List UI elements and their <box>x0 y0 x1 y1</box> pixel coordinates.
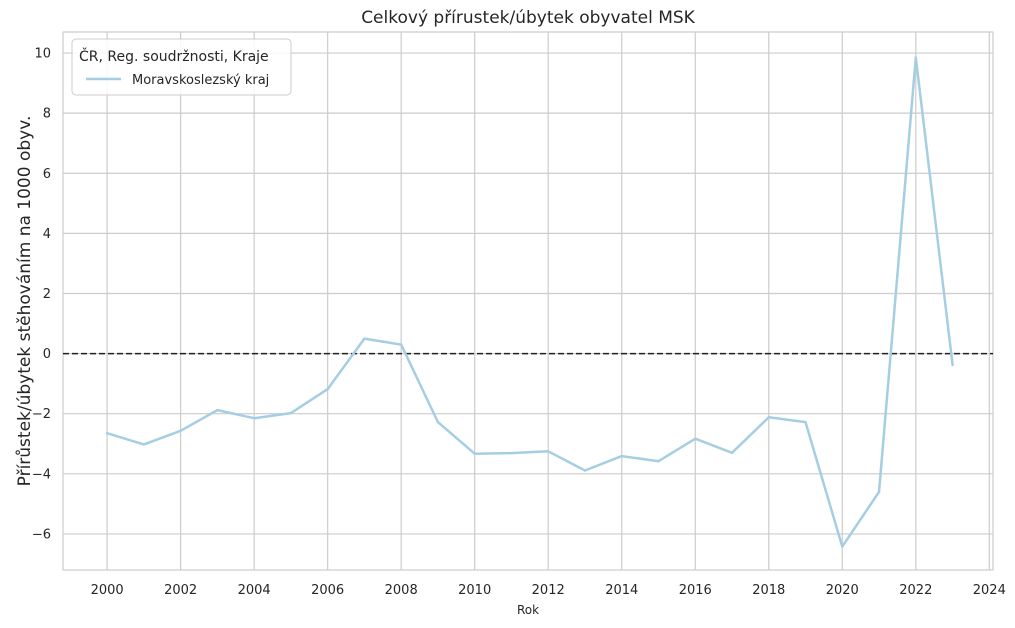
data-point <box>694 437 697 440</box>
data-point <box>179 429 182 433</box>
data-point <box>326 387 329 391</box>
x-tick-label: 2024 <box>973 583 1006 598</box>
data-point <box>730 451 734 454</box>
legend-entry-label: Moravskoslezský kraj <box>132 73 269 88</box>
plot-frame <box>62 31 994 571</box>
data-point <box>657 459 660 463</box>
chart-title: Celkový přírustek/úbytek obyvatel MSK <box>361 8 695 28</box>
data-point <box>583 469 587 472</box>
data-point <box>252 417 256 420</box>
data-point <box>767 416 770 419</box>
x-tick-label: 2000 <box>91 583 124 598</box>
legend-box <box>71 38 292 96</box>
series-line <box>105 56 954 548</box>
y-tick-label: 10 <box>34 47 51 62</box>
y-tick-label: 2 <box>43 287 51 302</box>
legend: ČR, Reg. soudržnosti, Kraje Moravskoslez… <box>71 38 292 96</box>
x-tick-label: 2016 <box>679 583 712 598</box>
y-axis-label: Přírůstek/úbytek stěhováním na 1000 obyv… <box>15 116 35 487</box>
data-point <box>289 411 293 415</box>
data-point <box>473 452 476 455</box>
x-tick-label: 2012 <box>532 583 565 598</box>
x-tick-labels: 2000 2002 2004 2006 2008 2010 2012 2014 2016 2018… <box>91 583 1006 598</box>
x-tick-label: 2020 <box>826 583 859 598</box>
data-point <box>105 432 109 435</box>
data-point <box>142 443 146 446</box>
x-axis-label: Rok <box>517 603 539 617</box>
data-point <box>436 420 440 424</box>
data-point <box>841 545 844 548</box>
data-point <box>216 408 219 412</box>
y-tick-label: 4 <box>43 227 51 242</box>
legend-title: ČR, Reg. soudržnosti, Kraje <box>79 47 269 65</box>
y-tick-label: 6 <box>43 167 51 182</box>
data-point <box>363 337 366 340</box>
data-point <box>877 490 881 494</box>
y-tick-label: 0 <box>43 347 51 362</box>
y-tick-label: −2 <box>32 407 51 422</box>
x-tick-label: 2008 <box>385 583 418 598</box>
data-point <box>547 450 550 453</box>
series-layer <box>105 56 954 548</box>
x-tick-label: 2006 <box>311 583 344 598</box>
data-point <box>951 363 954 367</box>
x-tick-label: 2018 <box>752 583 785 598</box>
grid <box>63 32 993 570</box>
data-point <box>804 420 807 424</box>
x-tick-label: 2022 <box>899 583 932 598</box>
y-tick-label: −4 <box>32 467 51 482</box>
y-tick-label: 8 <box>43 107 51 122</box>
x-tick-label: 2010 <box>458 583 491 598</box>
data-point <box>914 56 918 59</box>
x-tick-label: 2014 <box>605 583 638 598</box>
x-tick-label: 2002 <box>164 583 197 598</box>
data-point <box>399 343 403 346</box>
y-tick-labels: −6 −4 −2 0 2 4 6 8 10 <box>32 47 51 543</box>
data-point <box>620 454 623 458</box>
data-point <box>510 451 513 455</box>
y-tick-label: −6 <box>32 527 51 542</box>
x-tick-label: 2004 <box>238 583 271 598</box>
